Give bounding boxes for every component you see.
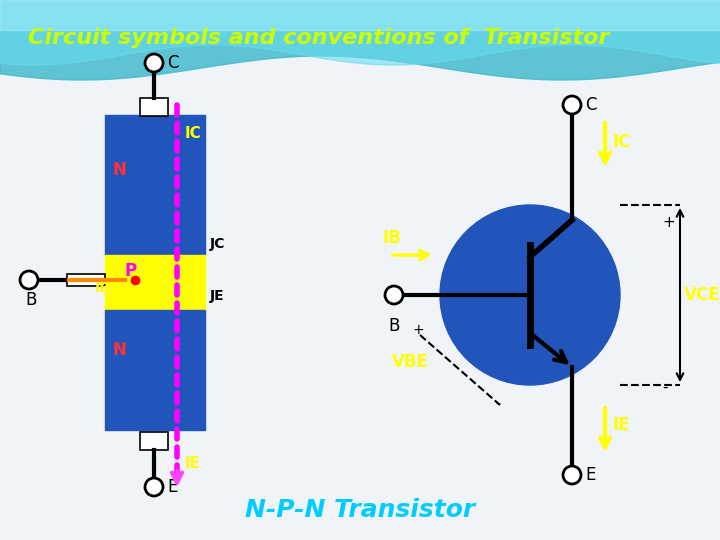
Text: B: B [25,291,37,309]
Circle shape [145,54,163,72]
Bar [105,115,205,255]
Text: JE: JE [210,289,225,303]
Circle shape [440,205,620,385]
Text: E: E [585,466,595,484]
Text: P: P [125,262,137,280]
Text: VCE: VCE [684,286,720,304]
Circle shape [563,466,581,484]
Bar [105,310,205,430]
Bar [67,274,105,286]
Text: C: C [167,54,179,72]
Text: JC: JC [210,237,225,251]
Text: Circuit symbols and conventions of  Transistor: Circuit symbols and conventions of Trans… [28,28,609,48]
Text: +: + [412,323,423,337]
Text: B: B [388,317,400,335]
Text: +: + [662,215,675,230]
Text: -: - [495,398,500,412]
Circle shape [385,286,403,304]
Bar [105,255,205,310]
Bar [140,98,168,116]
Text: IB: IB [382,229,401,247]
Text: IB: IB [95,281,111,295]
Text: N: N [113,161,127,179]
Text: C: C [585,96,596,114]
Circle shape [20,271,38,289]
Text: N-P-N Transistor: N-P-N Transistor [245,498,475,522]
Text: IC: IC [185,126,202,141]
Text: IE: IE [612,416,629,434]
Circle shape [145,478,163,496]
Text: -: - [662,380,667,395]
Text: N: N [113,341,127,359]
Text: E: E [167,478,177,496]
Text: IC: IC [612,133,631,151]
Text: IE: IE [185,456,201,471]
Bar [140,432,168,450]
Text: VBE: VBE [392,353,429,371]
Circle shape [563,96,581,114]
